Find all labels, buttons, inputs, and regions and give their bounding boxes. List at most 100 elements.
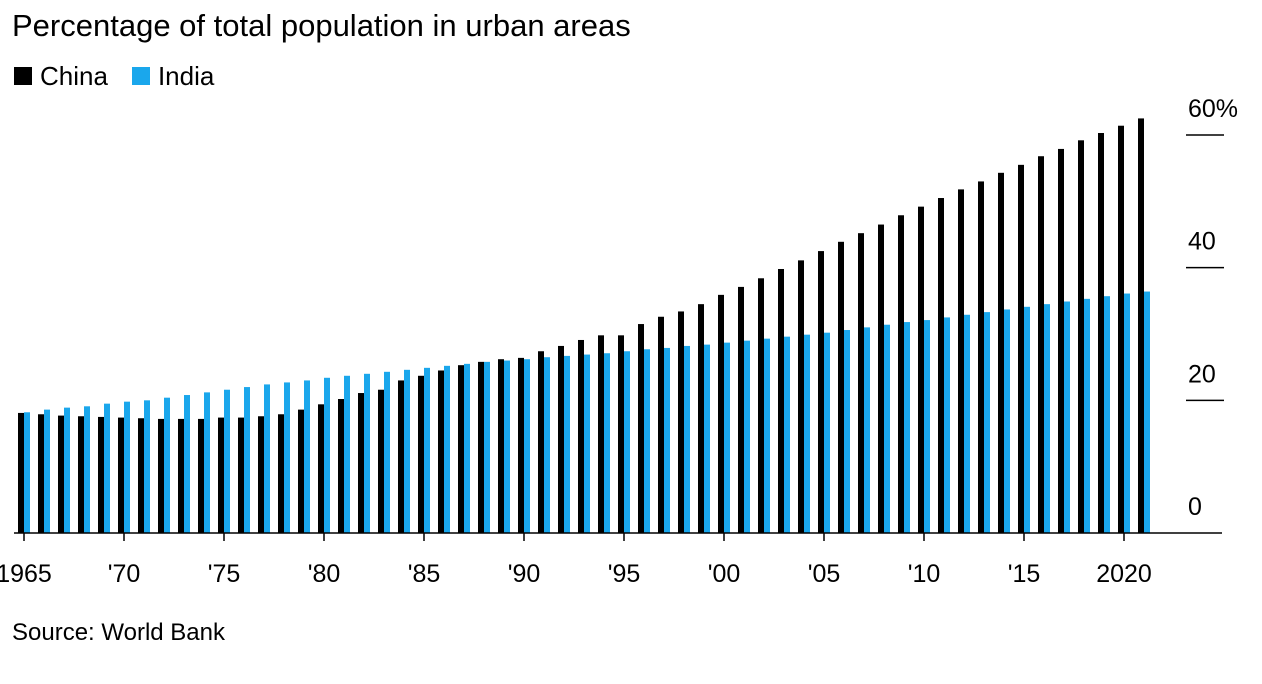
bar-china-1998: [678, 311, 684, 533]
bar-india-1971: [144, 400, 150, 533]
bar-india-1981: [344, 375, 350, 533]
bar-china-1981: [338, 399, 344, 533]
bar-india-1972: [164, 397, 170, 533]
bar-china-1967: [58, 415, 64, 533]
bar-china-1980: [318, 404, 324, 533]
bar-china-1989: [498, 359, 504, 533]
bar-china-1988: [478, 361, 484, 533]
x-tick-label-2010: '10: [908, 560, 941, 588]
bar-china-2003: [778, 268, 784, 533]
legend-label-china: China: [40, 61, 108, 91]
bar-india-2000: [724, 342, 730, 533]
bar-india-1992: [564, 355, 570, 533]
bar-india-2001: [744, 340, 750, 533]
bar-india-1979: [304, 380, 310, 533]
bar-china-2002: [758, 278, 764, 533]
bar-china-2019: [1098, 133, 1104, 533]
bar-china-1976: [238, 417, 244, 533]
bar-china-1985: [418, 375, 424, 533]
bar-india-2004: [804, 334, 810, 533]
bar-china-1993: [578, 339, 584, 533]
bar-china-2012: [958, 189, 964, 534]
bar-china-2008: [878, 224, 884, 534]
bar-china-1975: [218, 417, 224, 533]
x-tick-label-1995: '95: [608, 560, 641, 588]
bar-india-1974: [204, 392, 210, 533]
bar-china-1966: [38, 414, 44, 533]
legend-swatch-india: [131, 67, 150, 85]
bar-china-2006: [838, 241, 844, 533]
x-tick-label-2015: '15: [1008, 560, 1041, 588]
bar-china-1999: [698, 304, 704, 533]
bar-india-1976: [244, 387, 250, 533]
bar-india-1999: [704, 344, 710, 533]
legend-item-india: India: [131, 60, 214, 92]
bar-india-1990: [524, 359, 530, 533]
x-tick-label-2005: '05: [808, 560, 841, 588]
bar-india-1985: [424, 367, 430, 533]
bar-china-2010: [918, 206, 924, 533]
bar-india-1968: [84, 406, 90, 533]
legend-item-china: China: [14, 60, 108, 92]
bar-china-2018: [1078, 140, 1084, 533]
bar-china-1983: [378, 389, 384, 533]
y-tick-label-0: 0: [1188, 493, 1202, 521]
bar-india-1993: [584, 354, 590, 533]
bar-china-1986: [438, 370, 444, 533]
bar-india-2015: [1024, 306, 1030, 533]
bar-india-1984: [404, 369, 410, 533]
bar-china-2021: [1138, 118, 1144, 534]
bar-india-1978: [284, 382, 290, 533]
bar-india-2012: [964, 314, 970, 533]
x-tick-label-1985: '85: [408, 560, 441, 588]
x-tick-label-2000: '00: [708, 560, 741, 588]
bar-china-1977: [258, 416, 264, 533]
bar-india-1989: [504, 360, 510, 533]
bar-india-2002: [764, 338, 770, 533]
bar-india-2018: [1084, 298, 1090, 533]
source-note: Source: World Bank: [12, 619, 225, 646]
legend-swatch-china: [14, 67, 32, 85]
bar-india-1970: [124, 401, 130, 533]
bar-china-2013: [978, 181, 984, 533]
y-tick-label-60: 60%: [1188, 95, 1238, 123]
bar-china-2004: [798, 260, 804, 533]
bar-china-1992: [558, 345, 564, 533]
bar-india-1977: [264, 384, 270, 533]
x-tick-label-1990: '90: [508, 560, 541, 588]
bar-india-2020: [1124, 293, 1130, 533]
x-tick-label-1970: '70: [108, 560, 141, 588]
x-tick-label-1975: '75: [208, 560, 241, 588]
bar-china-1973: [178, 418, 184, 533]
y-tick-label-40: 40: [1188, 228, 1216, 256]
bar-india-1991: [544, 357, 550, 533]
x-tick-label-2020: 2020: [1096, 560, 1152, 588]
bar-china-1984: [398, 380, 404, 533]
bar-china-1991: [538, 351, 544, 533]
bar-india-2003: [784, 336, 790, 533]
bar-india-1973: [184, 395, 190, 533]
bar-india-2019: [1104, 296, 1110, 533]
x-tick-label-1980: '80: [308, 560, 341, 588]
bar-china-2009: [898, 215, 904, 533]
bar-china-1974: [198, 418, 204, 533]
bar-china-1978: [278, 414, 284, 533]
bar-china-1996: [638, 324, 644, 533]
bar-china-1979: [298, 409, 304, 533]
bar-china-1987: [458, 365, 464, 533]
bar-india-1965: [24, 412, 30, 533]
bar-china-1968: [78, 416, 84, 533]
bar-china-2014: [998, 172, 1004, 533]
y-tick-label-20: 20: [1188, 360, 1216, 388]
bar-india-2014: [1004, 309, 1010, 533]
bar-india-1980: [324, 377, 330, 533]
bar-china-1997: [658, 316, 664, 533]
bar-china-1972: [158, 418, 164, 533]
bar-india-2006: [844, 330, 850, 533]
bar-india-1994: [604, 353, 610, 533]
bar-china-2020: [1118, 125, 1124, 534]
bar-india-2005: [824, 332, 830, 533]
bar-india-1967: [64, 407, 70, 533]
chart-title: Percentage of total population in urban …: [12, 8, 631, 43]
